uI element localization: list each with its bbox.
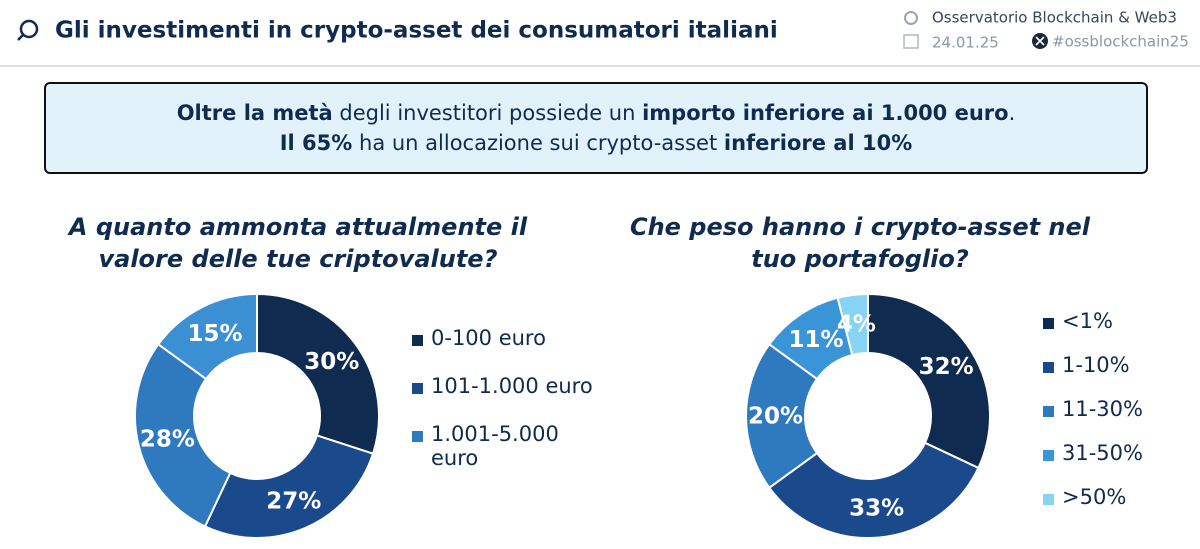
value-label: 32% <box>919 354 974 380</box>
header-source: Osservatorio Blockchain & Web3 <box>932 9 1177 27</box>
callout-text: . <box>1008 101 1016 125</box>
legend-label: 31-50% <box>1062 441 1143 465</box>
legend-label: <1% <box>1062 309 1113 333</box>
callout-line: Il 65% ha un allocazione sui crypto-asse… <box>280 128 913 158</box>
callout: Oltre la metà degli investitori possiede… <box>44 82 1148 174</box>
legend: 0-100 euro 101-1.000 euro 1.001-5.000 euro <box>412 326 602 470</box>
value-label: 15% <box>187 321 242 347</box>
header-date: 24.01.25 <box>932 34 999 52</box>
donut-slice <box>203 434 375 539</box>
value-label: 28% <box>140 427 195 453</box>
legend-item: 1.001-5.000 euro <box>412 422 602 470</box>
legend-label: 11-30% <box>1062 397 1143 421</box>
legend-label: >50% <box>1062 485 1127 509</box>
legend-item: 31-50% <box>1043 441 1153 465</box>
source-icon <box>904 11 918 25</box>
logo-icon <box>17 19 39 41</box>
value-label: 11% <box>788 327 843 353</box>
date-icon <box>903 34 919 49</box>
callout-text: Il 65% <box>279 131 353 155</box>
legend-label: 0-100 euro <box>431 326 546 350</box>
callout-text: importo inferiore ai 1.000 euro <box>642 101 1009 125</box>
value-label: 20% <box>748 404 803 430</box>
chart-title: valore delle tue criptovalute? <box>98 245 497 273</box>
value-label: 27% <box>266 488 321 514</box>
legend-swatch <box>1043 450 1054 461</box>
legend-swatch <box>412 383 423 394</box>
legend-swatch <box>1043 362 1054 373</box>
legend: <1% 1-10% 11-30% 31-50% >50% <box>1043 309 1153 509</box>
value-label: 33% <box>849 496 904 522</box>
legend-swatch <box>1043 318 1054 329</box>
donut-slice <box>867 292 991 470</box>
legend-item: >50% <box>1043 485 1153 509</box>
x-icon <box>1032 33 1048 49</box>
legend-item: 0-100 euro <box>412 326 602 350</box>
donut-slice <box>134 342 232 528</box>
donut-slice <box>836 292 869 357</box>
legend-item: <1% <box>1043 309 1153 333</box>
callout-text: Oltre la metà <box>176 101 333 125</box>
value-label: 30% <box>304 349 359 375</box>
callout-text: ha un allocazione sui crypto-asset <box>352 131 724 155</box>
donut-slice <box>156 292 258 381</box>
legend-swatch <box>1043 494 1054 505</box>
legend-label: 101-1.000 euro <box>431 374 593 398</box>
legend-swatch <box>1043 406 1054 417</box>
legend-label: 1.001-5.000 euro <box>431 422 559 470</box>
legend-item: 101-1.000 euro <box>412 374 602 398</box>
donut-slice <box>256 292 380 455</box>
donut-slice <box>745 342 819 490</box>
legend-item: 11-30% <box>1043 397 1153 421</box>
header-handle: #ossblockchain25 <box>1052 33 1189 51</box>
legend-item: 1-10% <box>1043 353 1153 377</box>
callout-line: Oltre la metà degli investitori possiede… <box>177 98 1016 128</box>
callout-text: degli investitori possiede un <box>332 101 643 125</box>
chart-title: A quanto ammonta attualmente il <box>67 213 528 241</box>
value-label: 4% <box>837 312 876 338</box>
legend-swatch <box>412 431 423 442</box>
legend-label: 1-10% <box>1062 353 1130 377</box>
callout-text: inferiore al 10% <box>723 131 913 155</box>
chart-title: tuo portafoglio? <box>751 245 969 273</box>
legend-swatch <box>412 335 423 346</box>
donut-slice <box>767 441 980 539</box>
header-title: Gli investimenti in crypto-asset dei con… <box>55 18 778 44</box>
chart-title: Che peso hanno i crypto-asset nel <box>630 213 1091 241</box>
